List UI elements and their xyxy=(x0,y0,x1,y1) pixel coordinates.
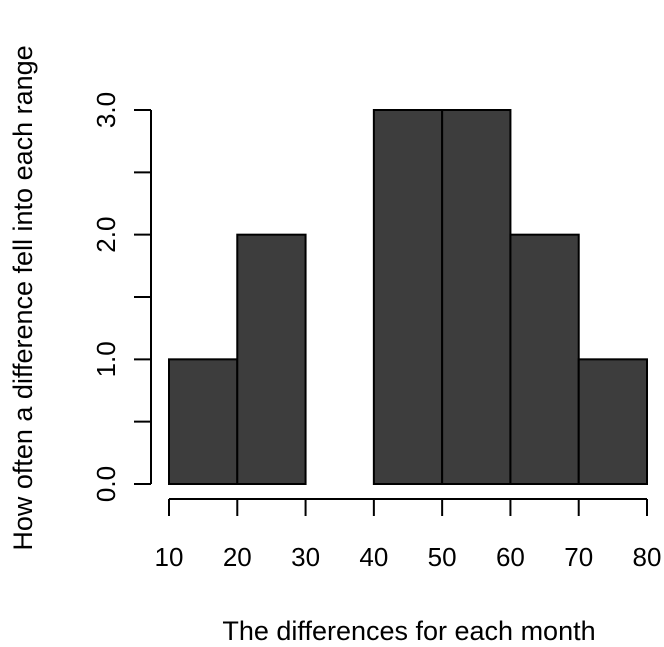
x-tick-label-20: 20 xyxy=(223,542,252,572)
y-tick-label-0.0: 0.0 xyxy=(91,466,121,502)
histogram-bar-50-60 xyxy=(441,109,512,485)
histogram-bar-10-20 xyxy=(168,358,239,486)
histogram-bar-40-50 xyxy=(372,109,444,485)
x-tick-label-60: 60 xyxy=(496,542,525,572)
y-tick-label-1.0: 1.0 xyxy=(91,341,121,377)
histogram-bar-60-70 xyxy=(509,233,580,485)
histogram-bar-70-80 xyxy=(577,358,649,486)
x-axis: 10 20 30 40 50 60 70 80 xyxy=(155,498,662,572)
y-axis-title: How often a difference fell into each ra… xyxy=(8,45,38,550)
histogram-bar-20-30 xyxy=(236,233,307,485)
y-axis: 0.0 1.0 2.0 3.0 xyxy=(91,92,152,502)
x-tick-label-50: 50 xyxy=(428,542,457,572)
x-axis-title: The differences for each month xyxy=(222,616,595,646)
x-tick-label-30: 30 xyxy=(291,542,320,572)
x-tick-label-40: 40 xyxy=(359,542,388,572)
x-tick-label-10: 10 xyxy=(155,542,184,572)
x-tick-label-80: 80 xyxy=(633,542,662,572)
bars-group xyxy=(168,109,649,486)
x-tick-label-70: 70 xyxy=(564,542,593,572)
y-tick-label-2.0: 2.0 xyxy=(91,217,121,253)
y-tick-label-3.0: 3.0 xyxy=(91,92,121,128)
